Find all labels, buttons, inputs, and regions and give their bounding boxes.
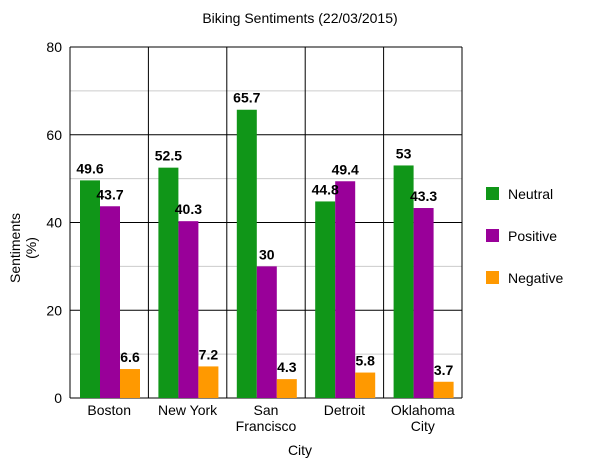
- bars: [80, 109, 454, 399]
- data-label-positive-1: 40.3: [175, 201, 202, 217]
- data-label-neutral-1: 52.5: [155, 148, 182, 164]
- bar-negative-2: [276, 379, 297, 398]
- legend-swatch-neutral: [486, 187, 499, 200]
- y-tick-label: 20: [46, 302, 62, 318]
- bar-negative-4: [433, 381, 454, 398]
- bar-neutral-2: [236, 109, 257, 399]
- x-tick-label: Boston: [87, 402, 131, 418]
- legend-label-negative: Negative: [508, 270, 563, 286]
- chart-title: Biking Sentiments (22/03/2015): [202, 10, 397, 26]
- y-tick-label: 60: [46, 127, 62, 143]
- bar-neutral-3: [315, 201, 336, 398]
- x-tick-label: Oklahoma City: [391, 402, 455, 434]
- data-label-neutral-3: 44.8: [312, 181, 339, 197]
- data-label-negative-2: 4.3: [277, 359, 297, 375]
- bar-positive-4: [413, 208, 434, 398]
- data-label-positive-0: 43.7: [96, 186, 123, 202]
- bar-negative-1: [198, 366, 219, 398]
- bar-neutral-0: [80, 180, 100, 398]
- data-labels: 49.6 43.7 6.6 52.5 40.3 7.2 65.7 30 4.3 44.8 49.4 5…: [76, 90, 453, 378]
- x-tick-label: San Francisco: [236, 402, 297, 434]
- bar-positive-1: [178, 221, 199, 398]
- legend: Neutral Positive Negative: [486, 186, 563, 286]
- bar-neutral-1: [158, 167, 179, 398]
- legend-label-neutral: Neutral: [508, 186, 553, 202]
- x-tick-label: Detroit: [324, 402, 365, 418]
- y-tick-label: 40: [46, 215, 62, 231]
- bar-neutral-4: [393, 165, 414, 398]
- bar-positive-0: [100, 206, 120, 398]
- data-label-negative-1: 7.2: [199, 346, 219, 362]
- legend-swatch-negative: [486, 271, 499, 284]
- bar-negative-0: [120, 369, 140, 398]
- bar-positive-3: [335, 181, 356, 398]
- data-label-positive-3: 49.4: [332, 161, 359, 177]
- x-tick-label: New York: [158, 402, 218, 418]
- legend-swatch-positive: [486, 229, 499, 242]
- data-label-negative-0: 6.6: [120, 349, 140, 365]
- data-label-neutral-2: 65.7: [233, 90, 260, 106]
- bar-negative-3: [355, 372, 376, 398]
- y-tick-label: 0: [54, 390, 62, 406]
- y-tick-label: 80: [46, 39, 62, 55]
- legend-label-positive: Positive: [508, 228, 557, 244]
- data-label-negative-4: 3.7: [434, 362, 454, 378]
- y-axis-title: Sentiments(%): [7, 213, 39, 283]
- data-label-neutral-4: 53: [396, 145, 412, 161]
- data-label-neutral-0: 49.6: [76, 160, 103, 176]
- axes: 0 20 40 60 80 Boston New York San Francisco Detro…: [46, 39, 454, 434]
- data-label-positive-4: 43.3: [410, 188, 437, 204]
- data-label-negative-3: 5.8: [355, 353, 375, 369]
- data-label-positive-2: 30: [259, 246, 275, 262]
- x-axis-title: City: [288, 442, 312, 458]
- bar-positive-2: [256, 266, 277, 398]
